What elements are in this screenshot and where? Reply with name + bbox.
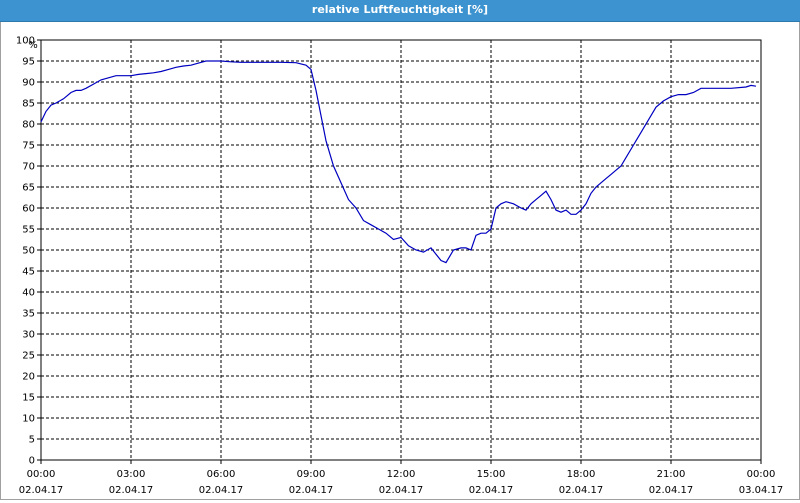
y-tick-label: 40 [22,288,35,299]
y-tick-label: 45 [22,267,35,278]
x-tick-time-label: 09:00 [297,469,326,480]
x-tick-date-label: 02.04.17 [649,485,694,496]
x-tick-date-label: 03.04.17 [739,485,784,496]
y-tick-label: 20 [22,372,35,383]
y-tick-label: 30 [22,330,35,341]
y-tick-label: 60 [22,204,35,215]
y-tick-label: 80 [22,120,35,131]
y-tick-label: 70 [22,162,35,173]
x-tick-time-label: 21:00 [657,469,686,480]
y-tick-label: 0 [29,456,35,467]
x-tick-date-label: 02.04.17 [199,485,244,496]
y-tick-label: 15 [22,393,35,404]
y-tick-label: 90 [22,78,35,89]
x-tick-time-label: 06:00 [207,469,236,480]
y-tick-label: 25 [22,351,35,362]
plot-area-border [40,39,762,461]
y-tick-label: 75 [22,141,35,152]
y-tick-label: 95 [22,57,35,68]
humidity-chart: 0 5 10 15 20 25 30 35 40 45 50 55 60 65 70 75 80 85 90 95 10… [16,36,784,497]
x-tick-date-label: 02.04.17 [109,485,154,496]
x-tick-time-label: 12:00 [387,469,416,480]
chart-title: relative Luftfeuchtigkeit [%] [0,0,800,22]
series-layer [40,60,757,264]
y-axis-ticks: 0 5 10 15 20 25 30 35 40 45 50 55 60 65 70 75 80 85 90 95 10… [16,36,41,467]
x-tick-date-label: 02.04.17 [559,485,604,496]
y-axis-label: % [28,40,38,51]
x-tick-time-label: 18:00 [567,469,596,480]
y-tick-label: 10 [22,414,35,425]
y-tick-label: 100 [16,36,35,47]
x-axis-ticks: 00:00 02.04.17 03:00 02.04.17 06:00 02.04.17 0… [19,460,784,496]
y-tick-label: 5 [29,435,35,446]
y-tick-label: 65 [22,183,35,194]
y-tick-label: 50 [22,246,35,257]
x-tick-time-label: 00:00 [747,469,776,480]
x-tick-date-label: 02.04.17 [379,485,424,496]
x-tick-time-label: 00:00 [27,469,56,480]
x-tick-date-label: 02.04.17 [469,485,514,496]
x-tick-time-label: 15:00 [477,469,506,480]
chart-frame: 0 5 10 15 20 25 30 35 40 45 50 55 60 65 70 75 80 85 90 95 10… [0,22,800,500]
x-tick-date-label: 02.04.17 [289,485,334,496]
y-tick-label: 55 [22,225,35,236]
humidity-series-line [40,60,757,264]
y-tick-label: 35 [22,309,35,320]
x-tick-date-label: 02.04.17 [19,485,64,496]
y-tick-label: 85 [22,99,35,110]
grid-lines [41,40,761,460]
x-tick-time-label: 03:00 [117,469,146,480]
